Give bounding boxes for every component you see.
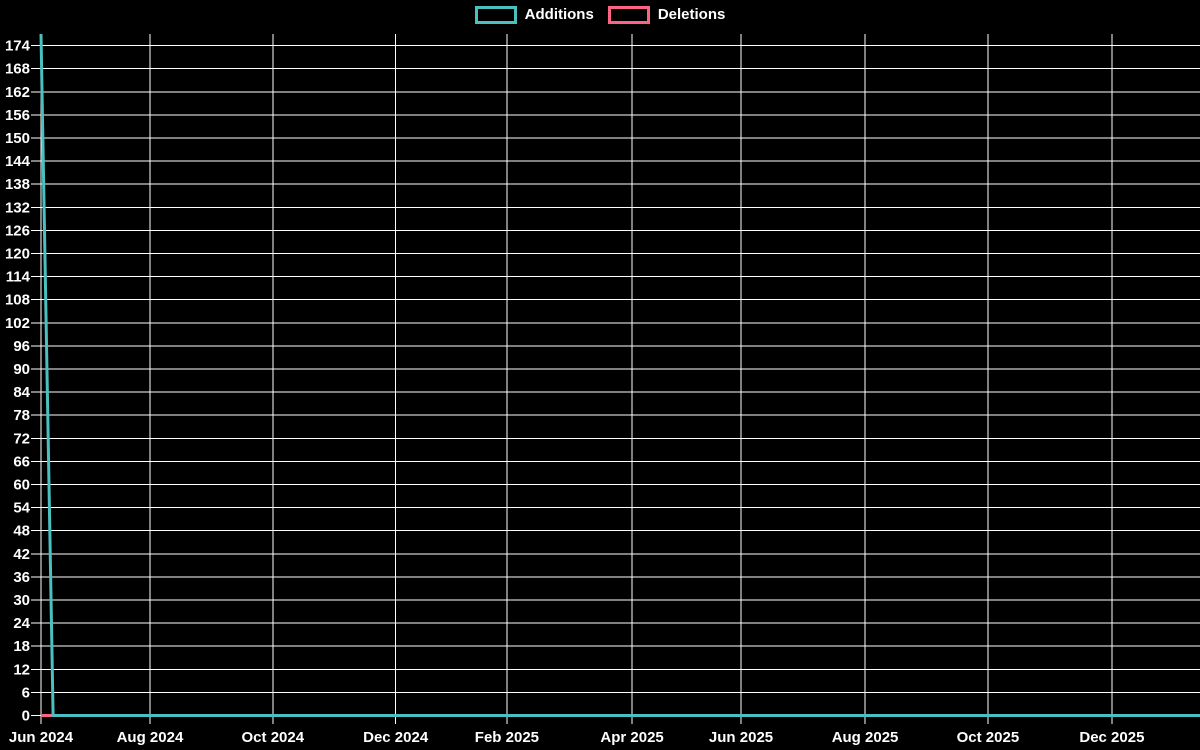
y-tick-label: 84 bbox=[13, 384, 30, 401]
x-tick-label: Aug 2024 bbox=[117, 729, 184, 746]
legend-item-additions[interactable]: Additions bbox=[474, 6, 594, 24]
y-tick-label: 156 bbox=[5, 107, 30, 124]
y-tick-label: 138 bbox=[5, 176, 30, 193]
deletions-swatch-icon bbox=[607, 6, 650, 24]
y-tick-label: 12 bbox=[13, 661, 30, 678]
x-tick-label: Feb 2025 bbox=[475, 729, 539, 746]
y-tick-label: 72 bbox=[13, 430, 30, 447]
y-tick-label: 48 bbox=[13, 523, 30, 540]
y-tick-label: 168 bbox=[5, 61, 30, 78]
y-tick-label: 66 bbox=[13, 453, 30, 470]
y-tick-label: 132 bbox=[5, 199, 30, 216]
y-tick-label: 54 bbox=[13, 500, 30, 517]
legend-item-deletions[interactable]: Deletions bbox=[607, 6, 726, 24]
y-tick-label: 24 bbox=[13, 615, 30, 632]
legend-label-deletions: Deletions bbox=[657, 6, 726, 23]
x-tick-label: Oct 2025 bbox=[957, 729, 1020, 746]
y-tick-label: 78 bbox=[13, 407, 30, 424]
y-tick-label: 36 bbox=[13, 569, 30, 586]
x-tick-label: Apr 2025 bbox=[600, 729, 663, 746]
y-tick-label: 144 bbox=[5, 153, 31, 170]
y-tick-label: 6 bbox=[22, 684, 30, 701]
x-tick-label: Jun 2025 bbox=[709, 729, 773, 746]
chart-legend: Additions Deletions bbox=[0, 6, 1200, 24]
legend-label-additions: Additions bbox=[524, 6, 594, 23]
y-tick-label: 42 bbox=[13, 546, 30, 563]
y-tick-label: 96 bbox=[13, 338, 30, 355]
x-tick-label: Aug 2025 bbox=[832, 729, 899, 746]
y-tick-label: 0 bbox=[22, 708, 30, 725]
y-tick-label: 162 bbox=[5, 84, 30, 101]
series-line-additions bbox=[39, 33, 1200, 717]
y-tick-label: 126 bbox=[5, 222, 30, 239]
y-tick-label: 102 bbox=[5, 315, 30, 332]
y-tick-label: 30 bbox=[13, 592, 30, 609]
y-tick-label: 90 bbox=[13, 361, 30, 378]
y-tick-label: 150 bbox=[5, 130, 30, 147]
y-tick-label: 108 bbox=[5, 292, 30, 309]
y-tick-label: 18 bbox=[13, 638, 30, 655]
x-tick-label: Dec 2024 bbox=[363, 729, 429, 746]
y-tick-label: 174 bbox=[5, 38, 31, 55]
y-tick-label: 114 bbox=[6, 269, 31, 286]
additions-swatch-icon bbox=[474, 6, 517, 24]
y-tick-label: 60 bbox=[13, 476, 30, 493]
x-tick-label: Jun 2024 bbox=[9, 729, 74, 746]
x-tick-label: Oct 2024 bbox=[242, 729, 305, 746]
x-tick-label: Dec 2025 bbox=[1079, 729, 1144, 746]
y-tick-label: 120 bbox=[5, 245, 30, 262]
